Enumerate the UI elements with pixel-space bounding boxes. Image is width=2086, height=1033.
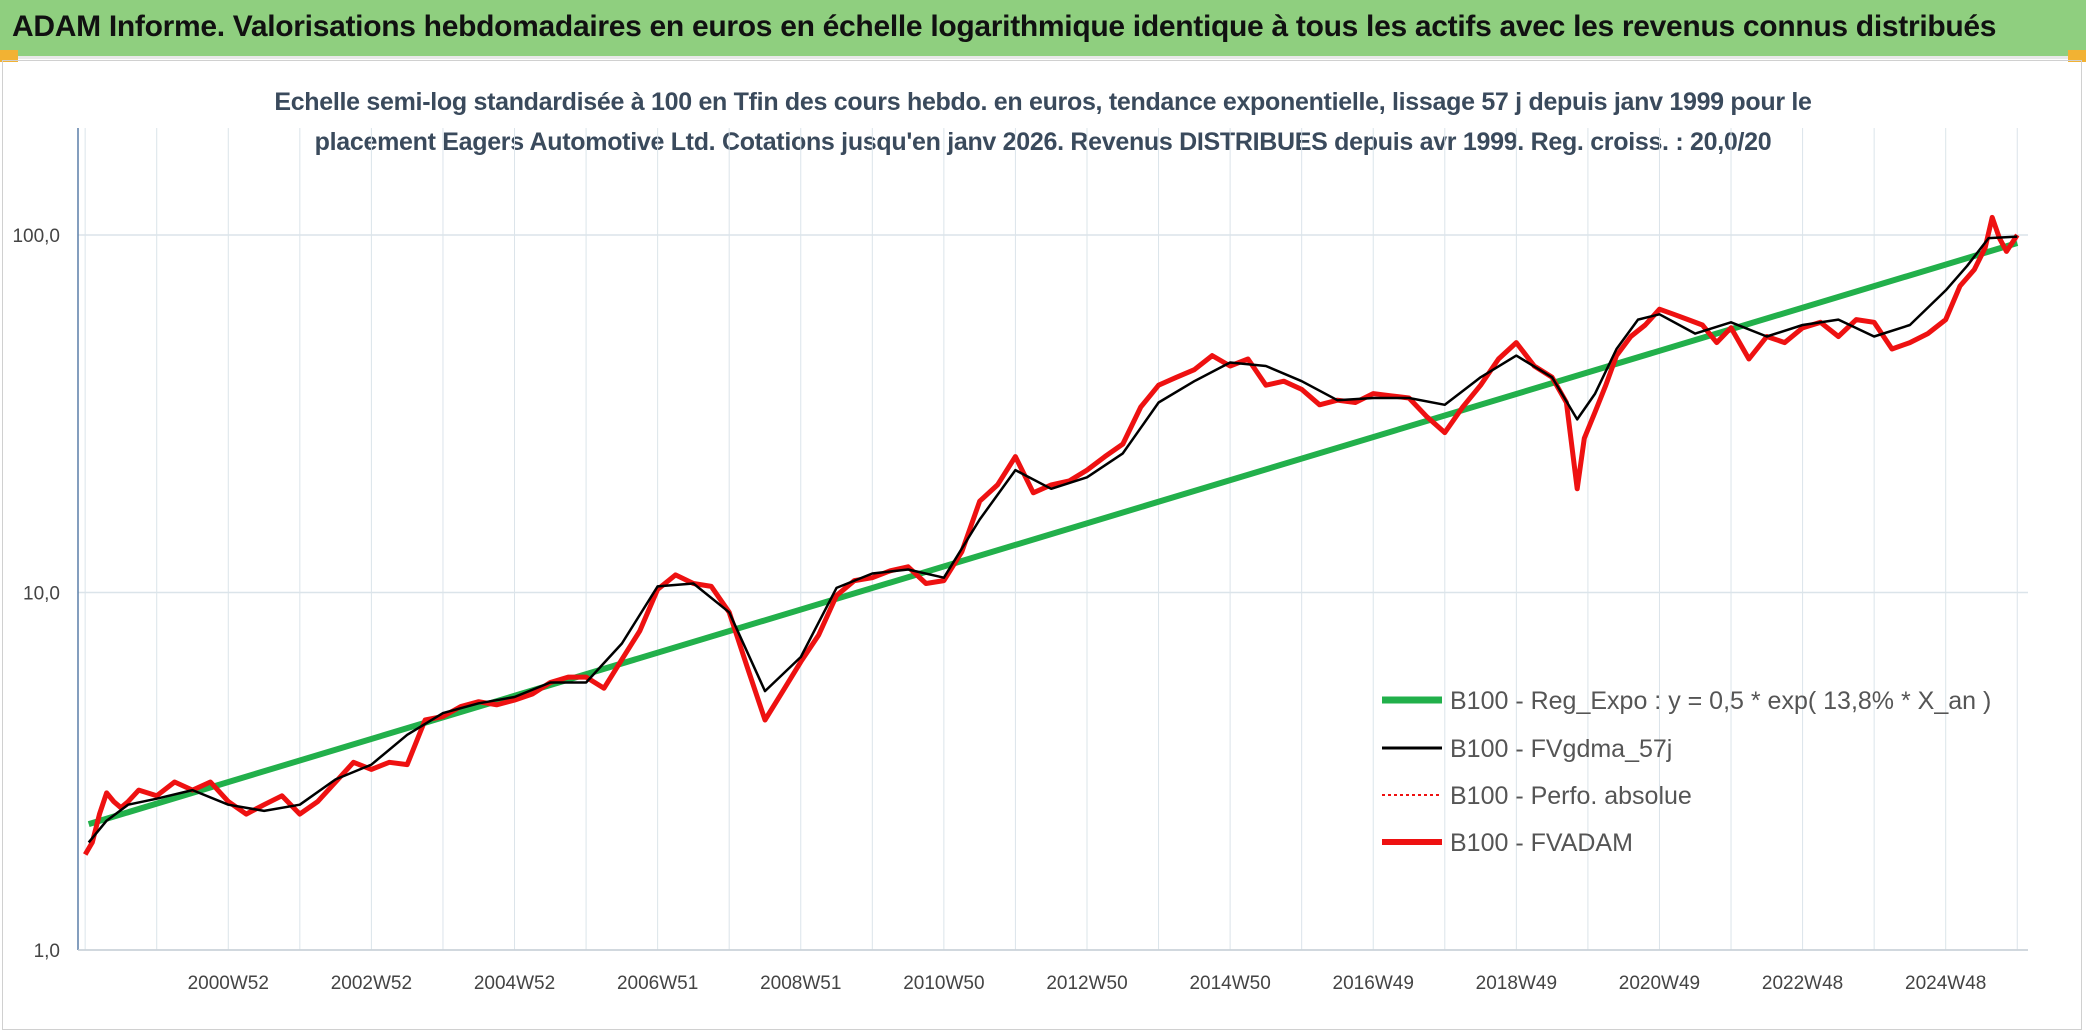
- series-fvadam-line: [83, 214, 2020, 856]
- corner-marker-right: [2068, 50, 2086, 62]
- corner-marker-left: [0, 50, 18, 62]
- series-reg-expo-line: [87, 240, 2019, 827]
- x-tick-label: 2008W51: [760, 973, 841, 994]
- x-tick-label: 2006W51: [617, 973, 698, 994]
- x-tick-label: 2010W50: [903, 973, 984, 994]
- x-tick-label: 2002W52: [331, 973, 412, 994]
- legend-entry-perfo-absolue-label: B100 - Perfo. absolue: [1450, 782, 1692, 810]
- report-title: ADAM Informe. Valorisations hebdomadaire…: [12, 10, 1997, 43]
- x-tick-label: 2004W52: [474, 973, 555, 994]
- chart-title-line-1: Echelle semi-log standardisée à 100 en T…: [274, 88, 1812, 116]
- y-tick-label: 100,0: [12, 226, 60, 247]
- legend-entry-reg-expo-label: B100 - Reg_Expo : y = 0,5 * exp( 13,8% *…: [1450, 687, 1991, 715]
- x-tick-label: 2024W48: [1905, 973, 1986, 994]
- series-fvgdma-line: [87, 235, 2018, 844]
- x-tick-label: 2000W52: [188, 973, 269, 994]
- y-tick-label: 1,0: [34, 941, 60, 962]
- x-tick-label: 2016W49: [1333, 973, 1414, 994]
- x-tick-label: 2022W48: [1762, 973, 1843, 994]
- legend-entry-fvadam-label: B100 - FVADAM: [1450, 829, 1633, 857]
- report-banner: ADAM Informe. Valorisations hebdomadaire…: [0, 0, 2086, 59]
- x-tick-label: 2012W50: [1046, 973, 1127, 994]
- x-tick-label: 2018W49: [1476, 973, 1557, 994]
- x-tick-label: 2014W50: [1189, 973, 1270, 994]
- y-tick-label: 10,0: [23, 584, 60, 605]
- legend-entry-fvgdma-label: B100 - FVgdma_57j: [1450, 735, 1672, 763]
- x-tick-label: 2020W49: [1619, 973, 1700, 994]
- chart-title-line-2: placement Eagers Automotive Ltd. Cotatio…: [314, 128, 1772, 156]
- chart-frame: [2, 60, 2082, 1030]
